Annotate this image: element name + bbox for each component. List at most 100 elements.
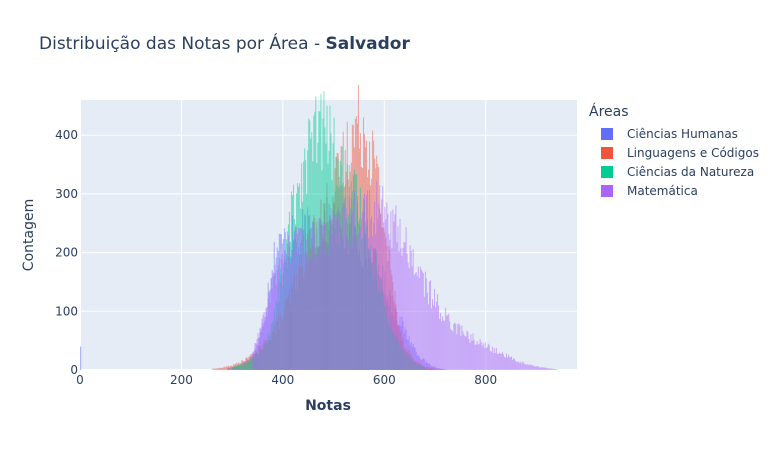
histogram-bar[interactable] [353,190,355,370]
histogram-bar[interactable] [535,366,537,370]
histogram-bar[interactable] [548,368,550,370]
histogram-bar[interactable] [280,259,282,370]
histogram-bar[interactable] [314,234,316,370]
histogram-bar[interactable] [318,218,320,370]
histogram-bar[interactable] [513,358,515,370]
histogram-bar[interactable] [547,368,549,370]
histogram-bar[interactable] [338,210,340,370]
histogram-bars[interactable] [80,84,558,371]
histogram-bar[interactable] [291,250,293,370]
histogram-bar[interactable] [213,368,215,370]
histogram-bar[interactable] [400,248,402,370]
histogram-bar[interactable] [462,331,464,370]
histogram-bar[interactable] [475,344,477,370]
legend-item-3[interactable]: Matemática [589,181,759,200]
histogram-bar[interactable] [347,239,349,370]
histogram-bar[interactable] [309,252,311,370]
histogram-bar[interactable] [350,198,352,370]
histogram-bar[interactable] [319,221,321,370]
histogram-bar[interactable] [289,262,291,370]
histogram-bar[interactable] [472,333,474,370]
histogram-bar[interactable] [550,368,552,370]
histogram-bar[interactable] [302,229,304,370]
histogram-bar[interactable] [494,352,496,370]
histogram-bar[interactable] [265,311,267,370]
histogram-bar[interactable] [545,367,547,370]
histogram-bar[interactable] [326,105,328,371]
histogram-bar[interactable] [461,325,463,370]
histogram-bar[interactable] [479,339,481,370]
histogram-bar[interactable] [234,366,236,370]
histogram-bar[interactable] [429,280,431,370]
histogram-bar[interactable] [556,369,558,370]
histogram-bar[interactable] [378,204,380,370]
histogram-bar[interactable] [465,336,467,370]
histogram-bar[interactable] [460,336,462,370]
histogram-bar[interactable] [476,340,478,370]
histogram-bar[interactable] [406,253,408,370]
histogram-bar[interactable] [313,115,315,371]
histogram-bar[interactable] [356,201,358,370]
histogram-bar[interactable] [296,227,298,370]
histogram-bar[interactable] [271,288,273,370]
histogram-bar[interactable] [532,365,534,370]
histogram-bar[interactable] [333,216,335,370]
histogram-bar[interactable] [316,254,318,370]
legend-item-1[interactable]: Linguagens e Códigos [589,143,759,162]
histogram-bar[interactable] [315,262,317,370]
histogram-bar[interactable] [331,233,333,370]
histogram-bar[interactable] [416,276,418,370]
histogram-bar[interactable] [357,234,359,370]
histogram-bar[interactable] [270,277,272,370]
histogram-bar[interactable] [211,368,213,370]
histogram-bar[interactable] [418,278,420,370]
histogram-bar[interactable] [379,185,381,370]
histogram-bar[interactable] [482,343,484,370]
histogram-bar[interactable] [277,265,279,370]
histogram-bar[interactable] [499,353,501,370]
histogram-bar[interactable] [273,274,275,370]
histogram-bar[interactable] [262,314,264,370]
histogram-bar[interactable] [282,263,284,370]
histogram-bar[interactable] [264,320,266,370]
histogram-bar[interactable] [419,266,421,370]
histogram-bar[interactable] [222,367,224,370]
histogram-bar[interactable] [471,340,473,370]
histogram-bar[interactable] [445,307,447,370]
histogram-bar[interactable] [435,307,437,370]
histogram-bar[interactable] [293,241,295,370]
histogram-bar[interactable] [217,368,219,370]
histogram-bar[interactable] [541,367,543,370]
histogram-bar[interactable] [375,234,377,370]
histogram-bar[interactable] [463,334,465,370]
histogram-bar[interactable] [219,367,221,370]
histogram-bar[interactable] [544,367,546,370]
histogram-bar[interactable] [468,338,470,370]
histogram-bar[interactable] [383,222,385,370]
histogram-bar[interactable] [466,330,468,370]
histogram-bar[interactable] [467,332,469,370]
histogram-bar[interactable] [453,323,455,370]
histogram-bar[interactable] [352,199,354,370]
histogram-bar[interactable] [470,334,472,370]
histogram-bar[interactable] [520,361,522,370]
histogram-bar[interactable] [404,242,406,370]
histogram-bar[interactable] [324,224,326,370]
histogram-bar[interactable] [359,226,361,370]
histogram-bar[interactable] [439,319,441,370]
histogram-bar[interactable] [529,364,531,370]
histogram-bar[interactable] [409,245,411,370]
histogram-bar[interactable] [423,296,425,370]
histogram-bar[interactable] [317,245,319,370]
histogram-bar[interactable] [278,258,280,370]
histogram-bar[interactable] [355,242,357,370]
histogram-bar[interactable] [432,304,434,370]
histogram-bar[interactable] [374,201,376,370]
histogram-bar[interactable] [397,226,399,370]
histogram-bar[interactable] [332,210,334,370]
histogram-bar[interactable] [481,345,483,370]
histogram-bar[interactable] [538,367,540,370]
histogram-bar[interactable] [511,356,513,370]
histogram-bar[interactable] [212,368,214,370]
histogram-bar[interactable] [303,235,305,370]
